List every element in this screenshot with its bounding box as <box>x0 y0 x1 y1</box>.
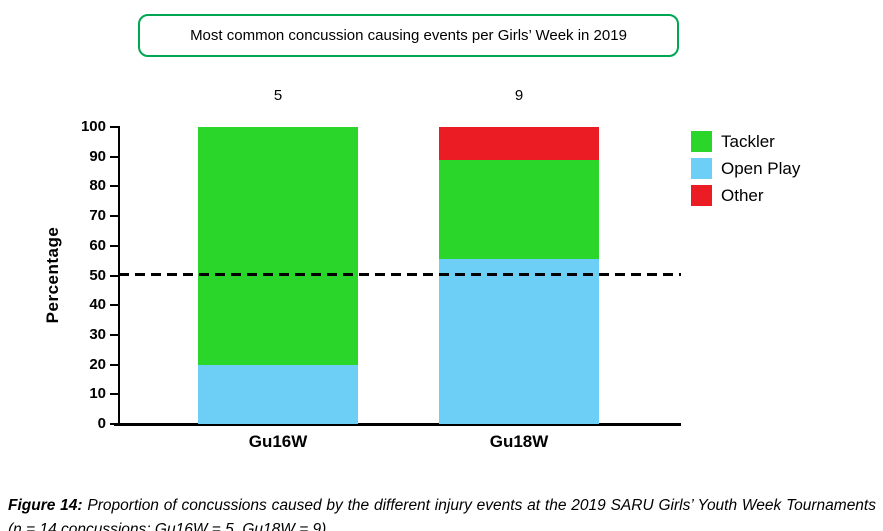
y-tick-mark <box>110 393 118 396</box>
y-tick-mark <box>110 155 118 158</box>
y-tick-mark <box>110 363 118 366</box>
y-tick-mark <box>110 215 118 218</box>
y-tick-mark <box>110 244 118 247</box>
y-tick-label: 70 <box>89 207 106 225</box>
y-tick-mark <box>110 274 118 277</box>
y-tick-label: 90 <box>89 147 106 165</box>
legend-swatch <box>691 131 712 152</box>
y-tick-label: 60 <box>89 236 106 254</box>
legend-label: Open Play <box>721 158 801 178</box>
legend-item-other: Other <box>691 182 800 209</box>
legend-item-tackler: Tackler <box>691 128 800 155</box>
y-tick-label: 10 <box>89 385 106 403</box>
y-tick-mark <box>110 126 118 128</box>
bar-segment-other <box>439 127 599 160</box>
legend-item-open-play: Open Play <box>691 155 800 182</box>
bar-segment-open-play <box>439 258 599 424</box>
bar-segment-tackler <box>439 159 599 259</box>
legend-swatch <box>691 158 712 179</box>
y-tick-label: 40 <box>89 296 106 314</box>
stacked-bar-gu16w <box>198 127 358 424</box>
y-tick-label: 80 <box>89 177 106 195</box>
legend-label: Tackler <box>721 131 775 151</box>
legend-label: Other <box>721 185 764 205</box>
stacked-bar-gu18w <box>439 127 599 424</box>
legend-swatch <box>691 185 712 206</box>
y-tick-mark <box>110 304 118 307</box>
reference-line-50pct <box>119 273 681 276</box>
figure-caption-text: Proportion of concussions caused by the … <box>8 496 876 531</box>
x-category-label: Gu18W <box>489 432 549 451</box>
y-tick-label: 20 <box>89 355 106 373</box>
y-tick-mark <box>110 333 118 336</box>
y-tick-label: 100 <box>80 118 106 135</box>
figure-caption-prefix: Figure 14: <box>8 496 83 514</box>
chart-title: Most common concussion causing events pe… <box>190 27 627 44</box>
y-tick-label: 0 <box>97 415 106 432</box>
bar-segment-open-play <box>198 364 358 424</box>
figure-caption: Figure 14: Proportion of concussions cau… <box>8 494 876 531</box>
y-tick-mark <box>110 185 118 188</box>
y-tick-label: 50 <box>89 266 106 284</box>
bar-segment-tackler <box>198 127 358 365</box>
x-category-label: Gu16W <box>248 432 308 451</box>
bar-count-label: 9 <box>514 87 524 104</box>
chart-title-box: Most common concussion causing events pe… <box>138 14 679 57</box>
legend: Tackler Open Play Other <box>691 128 800 209</box>
y-tick-label: 30 <box>89 325 106 343</box>
bar-count-label: 5 <box>273 87 283 104</box>
x-axis-line <box>114 423 681 426</box>
